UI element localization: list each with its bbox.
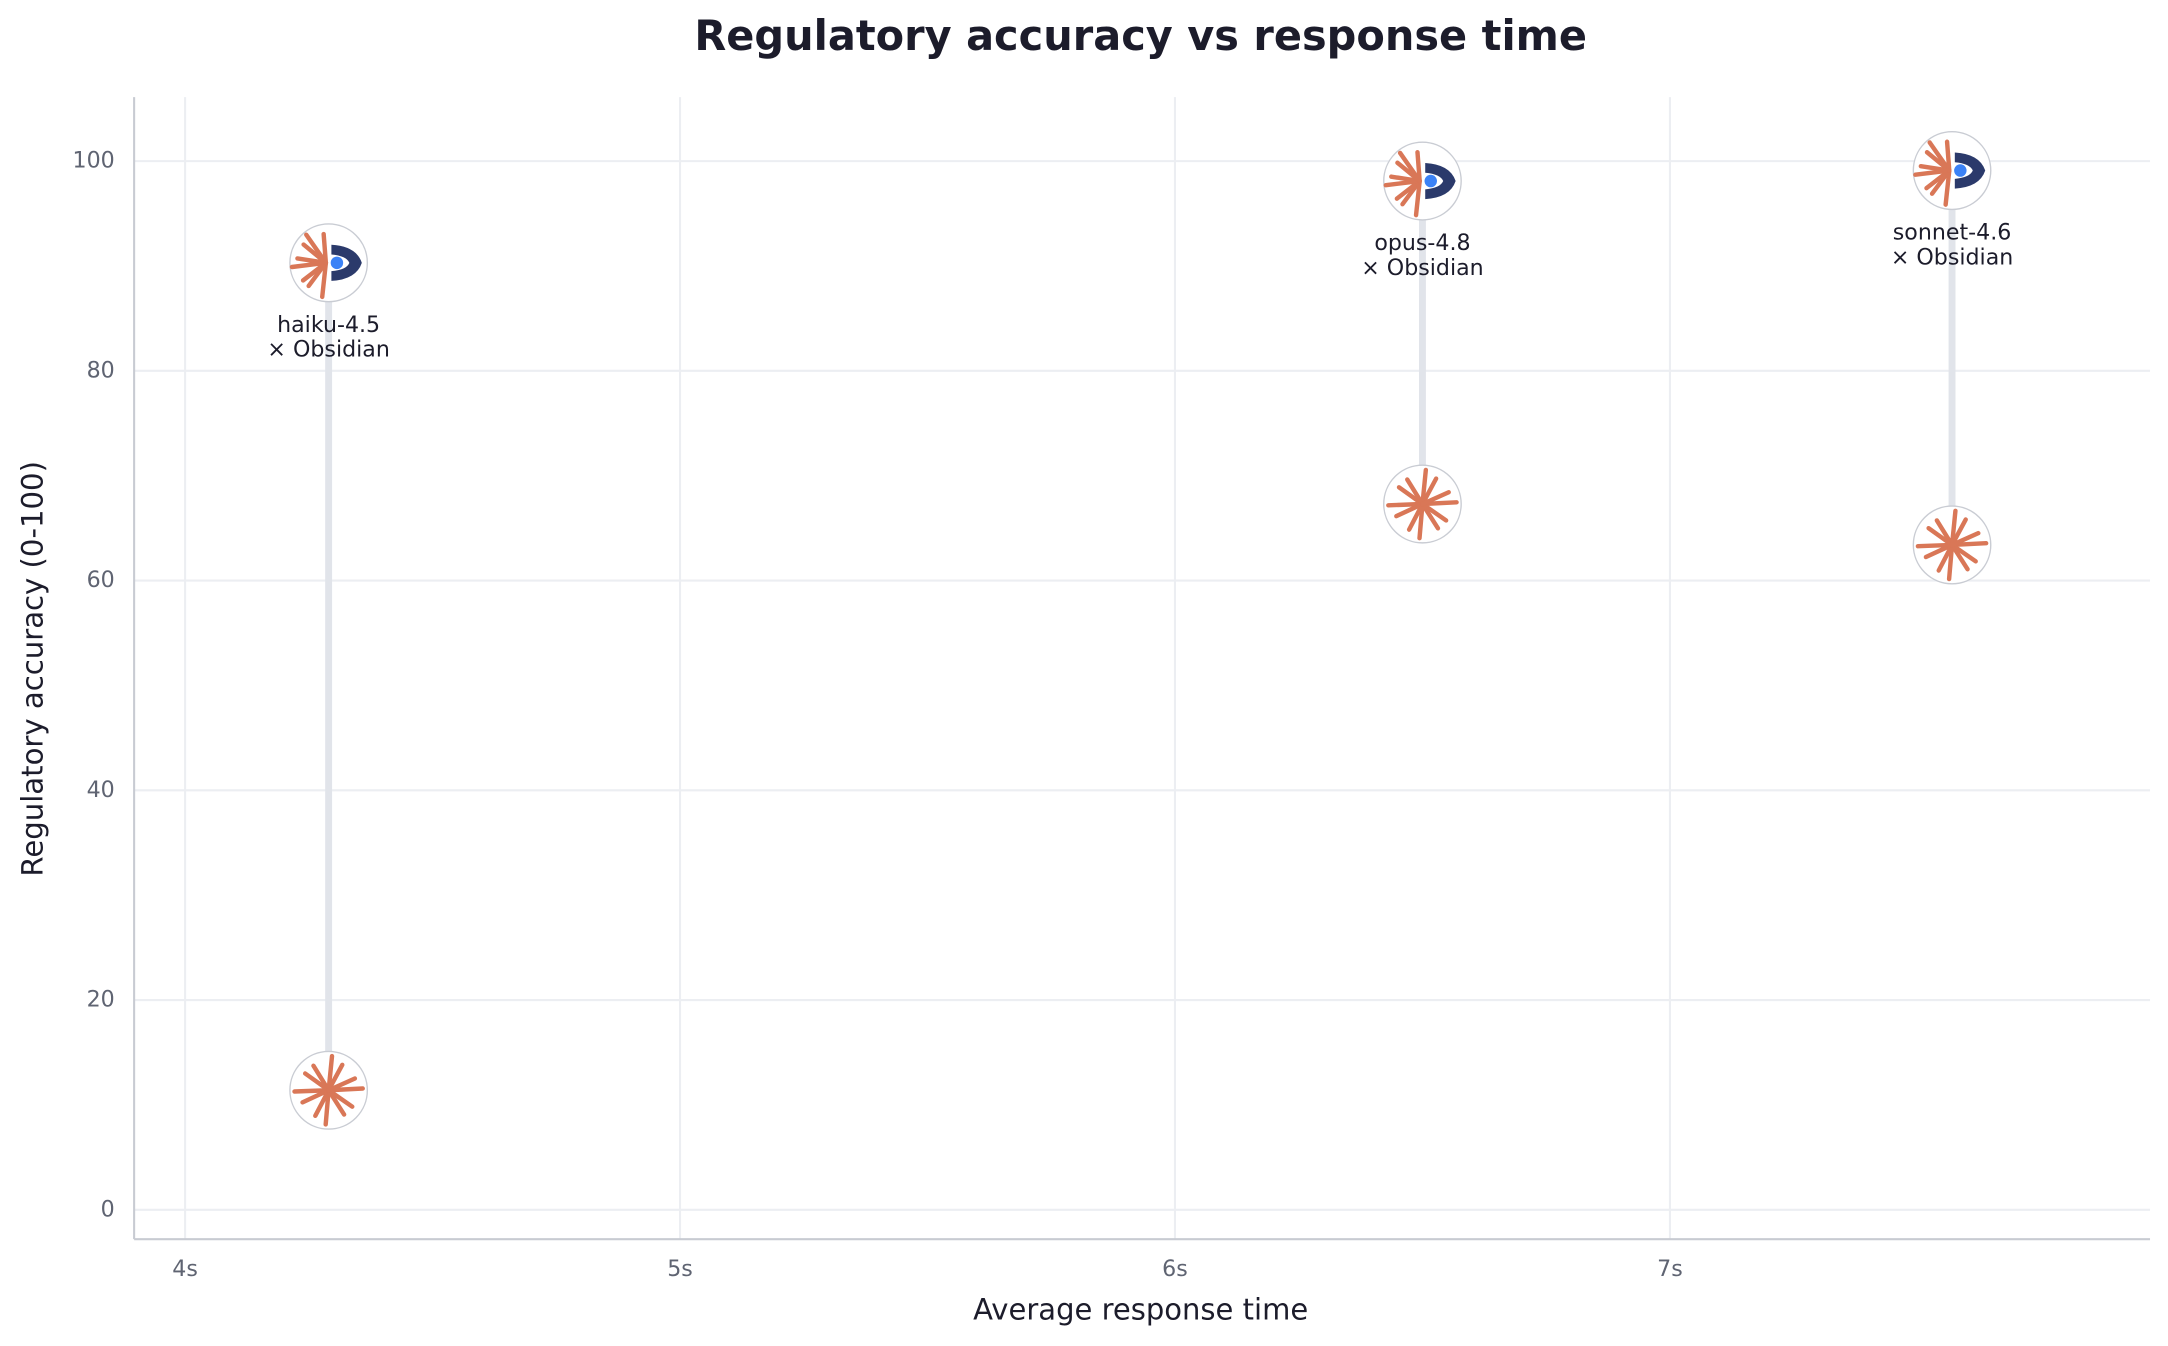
logo-ray [1397, 150, 1422, 184]
point-label-suffix: × Obsidian [1891, 244, 2013, 270]
x-tick-label: 7s [1657, 1256, 1683, 1282]
x-tick-label: 6s [1162, 1256, 1188, 1282]
eye-logo [1954, 152, 1986, 189]
eye-logo [1425, 162, 1456, 200]
base-marker [289, 1050, 369, 1130]
obsidian-marker [1912, 130, 1992, 211]
logo-ray [1918, 163, 1952, 173]
logo-ray [1949, 517, 1968, 548]
logo-ray [1927, 140, 1952, 173]
x-axis-label: Average response time [973, 1292, 1308, 1326]
logo-ray [1934, 518, 1955, 548]
eye-pupil [1954, 164, 1967, 177]
logo-ray [1949, 542, 1970, 572]
y-axis-label: Regulatory accuracy (0-100) [16, 461, 50, 877]
logo-ray [1420, 490, 1451, 507]
logo-ray [1420, 476, 1439, 507]
logo-ray [321, 231, 329, 266]
y-tick-label: 20 [87, 987, 115, 1013]
obsidian-marker [289, 223, 369, 303]
logo-ray [1943, 168, 1952, 207]
eye-logo [331, 244, 362, 281]
logo-ray [1405, 477, 1425, 507]
y-tick-label: 40 [87, 777, 115, 803]
logo-ray [326, 1088, 347, 1117]
logo-ray [1394, 178, 1422, 201]
eye-pupil [1424, 174, 1437, 188]
logo-ray [311, 1063, 331, 1093]
point-label-suffix: × Obsidian [1361, 255, 1483, 281]
logo-ray [1936, 542, 1955, 573]
logo-ray [1386, 501, 1425, 508]
point-label: opus-4.8 [1374, 230, 1470, 256]
chart-title: Regulatory accuracy vs response time [694, 11, 1587, 60]
logo-ray [295, 256, 329, 266]
logo-ray [292, 1088, 331, 1094]
logo-ray [1413, 178, 1422, 218]
logo-ray [320, 260, 329, 300]
logo-ray [1389, 174, 1422, 184]
logo-ray [304, 232, 329, 266]
y-tick-label: 60 [87, 567, 115, 593]
x-tick-label: 5s [667, 1256, 693, 1282]
base-marker [1912, 505, 1992, 585]
logo-ray [326, 1062, 345, 1093]
logo-ray [326, 1076, 358, 1093]
logo-ray [300, 260, 329, 283]
base-marker [1383, 464, 1462, 544]
point-label: haiku-4.5 [277, 312, 380, 338]
logo-ray [1406, 501, 1425, 532]
obsidian-marker [1383, 141, 1462, 221]
logo-ray [1944, 139, 1952, 173]
logo-ray [1915, 542, 1955, 549]
eye-pupil [330, 256, 344, 270]
logo-ray [1949, 530, 1981, 548]
logo-ray [313, 1088, 331, 1119]
logo-ray [1924, 168, 1952, 191]
y-tick-label: 0 [101, 1196, 115, 1222]
logo-ray [1415, 150, 1422, 184]
y-tick-label: 80 [87, 357, 115, 383]
logo-ray [1420, 501, 1441, 531]
x-tick-label: 4s [172, 1256, 198, 1282]
point-label: sonnet-4.6 [1893, 219, 2012, 245]
y-tick-label: 100 [73, 148, 115, 174]
point-label-suffix: × Obsidian [267, 337, 389, 363]
